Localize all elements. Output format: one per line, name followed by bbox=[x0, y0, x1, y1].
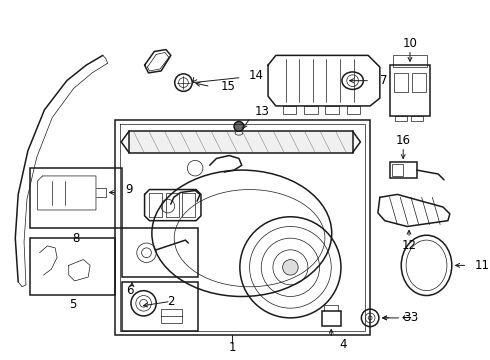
Text: 8: 8 bbox=[72, 232, 79, 245]
Text: 6: 6 bbox=[126, 284, 134, 297]
Bar bbox=[411, 116, 423, 121]
Bar bbox=[304, 106, 318, 114]
Bar bbox=[321, 311, 341, 326]
Bar bbox=[412, 73, 425, 92]
Bar bbox=[325, 106, 339, 114]
Text: 7: 7 bbox=[380, 74, 388, 87]
Circle shape bbox=[234, 121, 244, 131]
Text: 12: 12 bbox=[401, 239, 416, 252]
Text: 5: 5 bbox=[69, 298, 76, 311]
Bar bbox=[390, 65, 430, 116]
Text: 1: 1 bbox=[228, 341, 236, 354]
Text: 10: 10 bbox=[403, 37, 417, 50]
Bar bbox=[390, 162, 417, 178]
Text: 16: 16 bbox=[396, 134, 411, 148]
Bar bbox=[161, 309, 182, 323]
Bar bbox=[122, 229, 198, 277]
Text: 11: 11 bbox=[475, 259, 490, 272]
Bar bbox=[30, 238, 116, 294]
Bar bbox=[30, 168, 122, 229]
Bar bbox=[347, 106, 361, 114]
Text: 3: 3 bbox=[403, 311, 411, 324]
Text: 4: 4 bbox=[339, 338, 346, 351]
Bar bbox=[182, 193, 195, 217]
Bar bbox=[392, 164, 403, 176]
Bar bbox=[394, 73, 408, 92]
Bar bbox=[395, 116, 407, 121]
Bar bbox=[122, 282, 198, 330]
Text: 9: 9 bbox=[125, 183, 133, 196]
Bar bbox=[393, 55, 426, 67]
Text: 14: 14 bbox=[248, 69, 264, 82]
Bar bbox=[149, 193, 162, 217]
Bar bbox=[166, 193, 179, 217]
Bar bbox=[129, 131, 353, 153]
Bar bbox=[283, 106, 296, 114]
Bar bbox=[116, 120, 370, 336]
Text: 2: 2 bbox=[167, 295, 174, 308]
Text: 13: 13 bbox=[254, 105, 270, 118]
Text: 15: 15 bbox=[220, 80, 235, 93]
Text: ←3: ←3 bbox=[401, 311, 418, 324]
Circle shape bbox=[283, 260, 298, 275]
